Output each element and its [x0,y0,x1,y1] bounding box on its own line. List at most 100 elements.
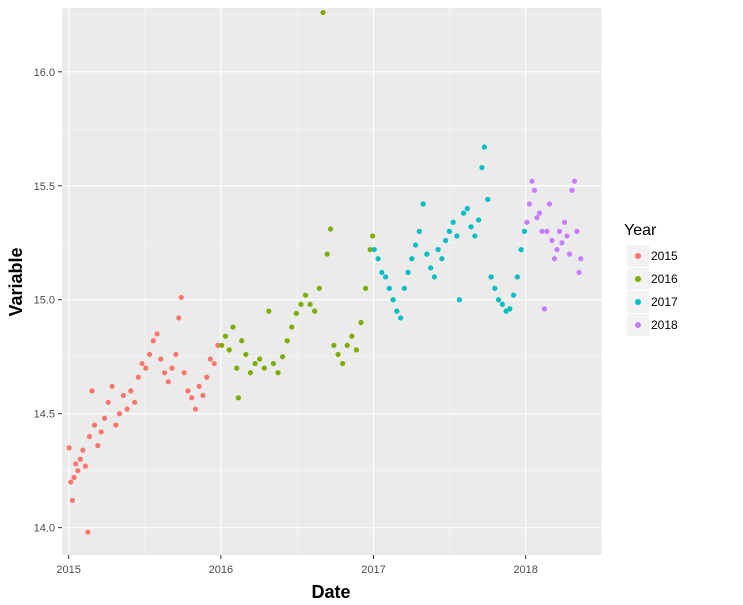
point-2016 [362,285,369,291]
point-2016 [320,9,326,16]
point-2016 [234,365,240,371]
point-2016 [270,360,277,367]
point-2016 [370,233,376,239]
point-2015 [68,479,74,485]
point-2015 [158,356,164,362]
point-2017 [446,228,452,234]
legend-label-2017: 2017 [651,295,678,309]
point-2018 [556,228,563,234]
point-2016 [226,347,232,353]
x-tick-label: 2015 [56,564,80,576]
point-2016 [275,370,281,376]
point-2017 [420,201,426,207]
point-2016 [243,351,249,358]
point-2016 [230,324,236,330]
point-2016 [247,370,254,376]
y-tick-label: 16.0 [34,67,55,79]
major-gridlines [62,8,602,555]
point-2015 [80,447,86,453]
point-2018 [561,219,568,225]
legend-dot-2018 [635,322,641,328]
legend-label-2018: 2018 [651,318,678,332]
y-tick-label: 14.0 [34,523,55,535]
point-2016 [358,319,364,326]
point-2018 [526,201,533,207]
point-2018 [546,201,553,207]
point-2015 [189,395,195,401]
point-2017 [397,315,404,321]
point-2016 [331,342,337,348]
point-2016 [298,301,304,307]
point-2015 [196,383,202,389]
point-2017 [460,210,467,216]
legend-dot-2016 [635,276,641,282]
point-2015 [161,370,168,376]
point-2015 [207,356,214,362]
point-2015 [105,399,111,405]
point-2018 [536,210,543,216]
point-2017 [371,246,377,253]
x-tick-label: 2018 [513,564,537,576]
point-2017 [518,246,524,253]
point-2016 [324,251,330,257]
point-2017 [424,251,430,257]
point-2015 [200,392,206,399]
point-2016 [261,365,267,371]
point-2016 [289,324,295,330]
point-2017 [495,297,502,303]
legend-dot-2015 [635,253,641,259]
point-2016 [316,285,322,291]
point-2015 [82,463,88,469]
point-2015 [192,406,199,412]
point-2015 [146,351,153,358]
point-2017 [431,274,437,280]
point-2015 [113,422,119,428]
point-2015 [150,338,156,344]
point-2017 [468,224,474,230]
point-2017 [514,274,520,280]
point-2015 [176,315,182,321]
point-2017 [386,285,392,291]
legend-dot-2017 [635,299,641,305]
point-2017 [401,285,407,291]
point-2016 [257,356,263,362]
point-2017 [454,233,460,239]
y-tick-label: 15.0 [34,295,55,307]
point-2017 [390,297,396,303]
point-2016 [302,292,309,298]
point-2016 [327,226,334,232]
point-2016 [307,301,313,307]
point-2017 [450,219,456,225]
point-2015 [89,388,95,394]
point-2016 [266,308,272,314]
point-2018 [564,233,570,239]
point-2017 [507,306,513,312]
point-2015 [173,351,179,358]
point-2017 [472,233,478,239]
point-2015 [128,388,134,394]
legend-label-2016: 2016 [651,272,678,286]
y-tick-label: 14.5 [34,409,55,421]
point-2017 [416,228,422,234]
y-axis-title: Variable [6,247,26,316]
y-tick-label: 15.5 [34,181,55,193]
point-2017 [428,265,434,271]
x-axis-ticks: 2015 2016 2017 2018 [56,555,538,576]
point-2017 [521,228,528,234]
point-2015 [116,411,123,417]
point-2018 [578,256,584,262]
point-2016 [219,342,225,348]
point-2016 [284,338,290,344]
point-2018 [574,228,580,234]
point-2017 [405,269,411,275]
point-2015 [139,360,145,367]
point-2015 [86,433,93,440]
point-2015 [185,388,191,394]
point-2017 [475,217,482,223]
point-2017 [488,274,494,280]
point-2018 [529,178,535,184]
panel-background [62,8,602,555]
point-2015 [181,370,187,376]
minor-gridlines [62,8,603,555]
